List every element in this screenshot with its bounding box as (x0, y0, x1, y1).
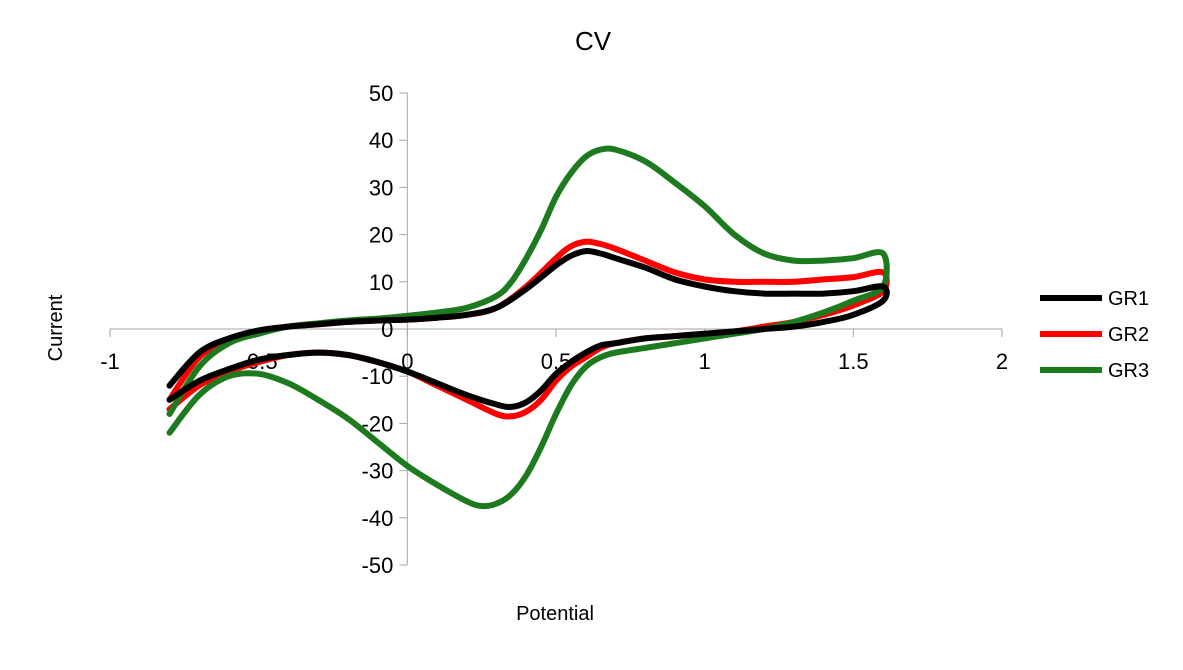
plot-area (166, 145, 890, 510)
y-tick-label: -30 (362, 459, 394, 484)
y-tick-label: -50 (362, 553, 394, 578)
y-tick-label: -10 (362, 364, 394, 389)
legend-label-gr2: GR2 (1108, 324, 1149, 346)
x-tick-label: 2 (996, 349, 1008, 374)
y-tick-label: -40 (362, 506, 394, 531)
y-tick-label: 20 (369, 223, 393, 248)
x-axis-title: Potential (516, 603, 594, 625)
legend-label-gr3: GR3 (1108, 360, 1149, 382)
y-tick-label: 10 (369, 270, 393, 295)
x-tick-label: -1 (100, 349, 120, 374)
series-line-gr1 (166, 248, 890, 410)
y-tick-label: 40 (369, 128, 393, 153)
legend-label-gr1: GR1 (1108, 288, 1149, 310)
x-tick-label: 1 (699, 349, 711, 374)
y-axis-title: Current (45, 294, 67, 361)
legend: GR1 GR2 GR3 (1040, 288, 1149, 382)
chart-title: CV (575, 26, 612, 56)
x-tick-label: 1.5 (838, 349, 869, 374)
y-tick-label: 50 (369, 81, 393, 106)
y-tick-label: 30 (369, 175, 393, 200)
